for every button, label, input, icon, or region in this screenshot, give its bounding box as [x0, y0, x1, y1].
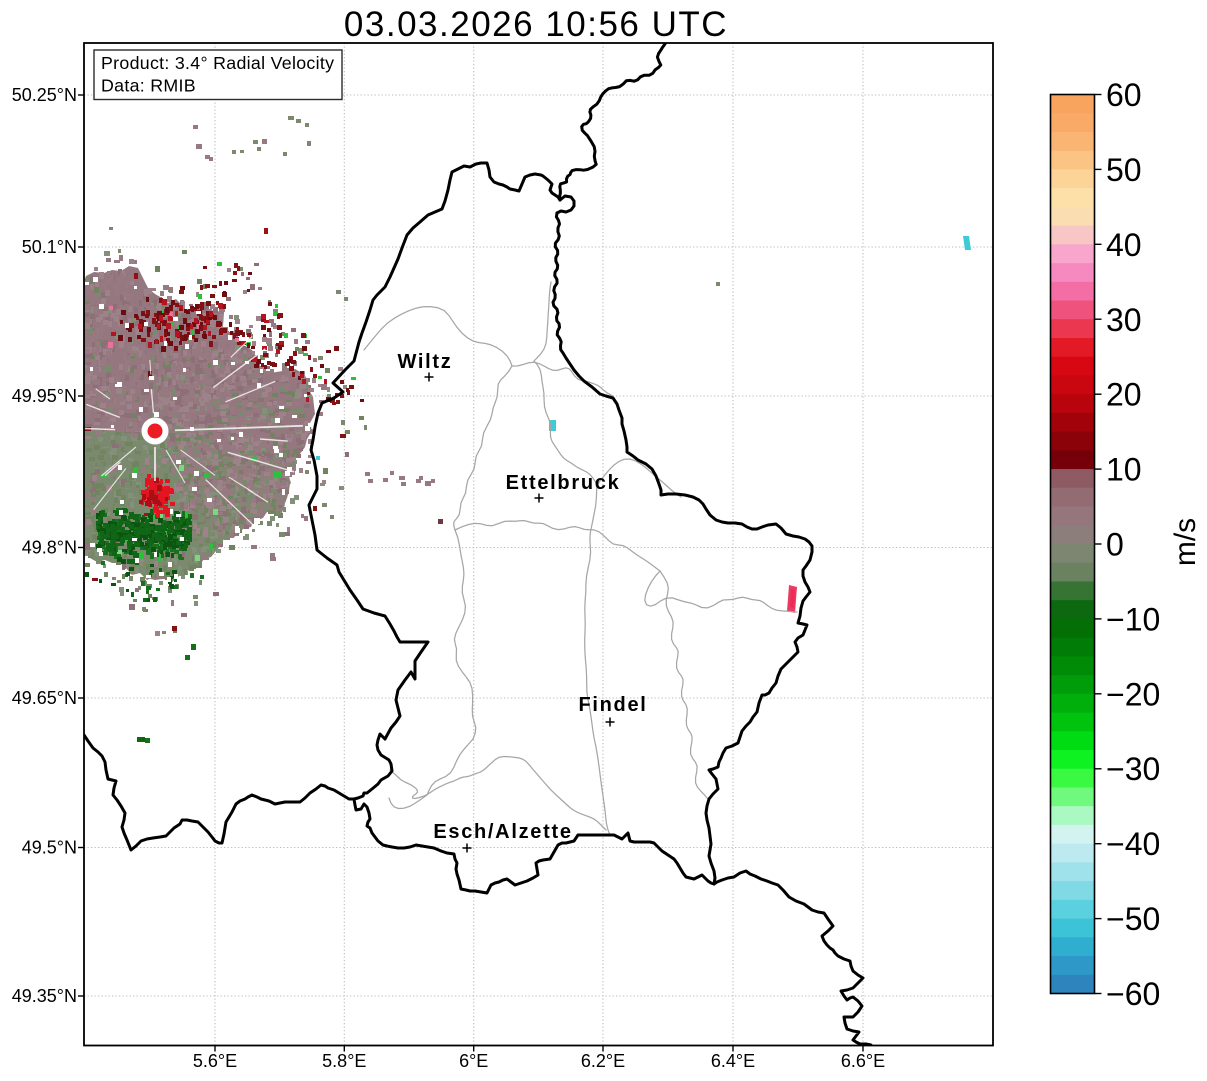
- svg-text:49.8°N: 49.8°N: [22, 538, 77, 558]
- svg-text:Data: RMIB: Data: RMIB: [101, 76, 196, 96]
- svg-text:Findel: Findel: [578, 694, 647, 716]
- svg-text:49.95°N: 49.95°N: [12, 386, 77, 406]
- svg-text:−30: −30: [1106, 751, 1160, 787]
- svg-text:Product: 3.4° Radial Velocity: Product: 3.4° Radial Velocity: [101, 53, 334, 73]
- svg-text:03.03.2026 10:56 UTC: 03.03.2026 10:56 UTC: [344, 5, 728, 44]
- svg-text:−20: −20: [1106, 676, 1160, 712]
- svg-text:49.35°N: 49.35°N: [12, 986, 77, 1006]
- svg-text:50.25°N: 50.25°N: [12, 85, 77, 105]
- svg-text:50: 50: [1106, 152, 1142, 188]
- svg-text:60: 60: [1106, 77, 1142, 113]
- svg-text:6.6°E: 6.6°E: [841, 1051, 885, 1071]
- svg-text:−60: −60: [1106, 976, 1160, 1012]
- svg-text:6.2°E: 6.2°E: [581, 1051, 625, 1071]
- svg-text:5.6°E: 5.6°E: [193, 1051, 237, 1071]
- svg-text:Esch/Alzette: Esch/Alzette: [433, 821, 572, 843]
- svg-text:6.4°E: 6.4°E: [711, 1051, 755, 1071]
- svg-text:m/s: m/s: [1169, 518, 1202, 566]
- svg-text:−50: −50: [1106, 901, 1160, 937]
- svg-text:40: 40: [1106, 227, 1142, 263]
- svg-text:50.1°N: 50.1°N: [22, 237, 77, 257]
- svg-text:5.8°E: 5.8°E: [322, 1051, 366, 1071]
- svg-text:49.65°N: 49.65°N: [12, 688, 77, 708]
- svg-text:30: 30: [1106, 302, 1142, 338]
- svg-text:0: 0: [1106, 527, 1124, 563]
- svg-text:10: 10: [1106, 452, 1142, 488]
- svg-text:49.5°N: 49.5°N: [22, 838, 77, 858]
- svg-text:−40: −40: [1106, 826, 1160, 862]
- svg-text:20: 20: [1106, 377, 1142, 413]
- svg-text:Ettelbruck: Ettelbruck: [506, 472, 621, 494]
- svg-text:6°E: 6°E: [459, 1051, 488, 1071]
- svg-text:Wiltz: Wiltz: [398, 351, 453, 373]
- svg-text:−10: −10: [1106, 601, 1160, 637]
